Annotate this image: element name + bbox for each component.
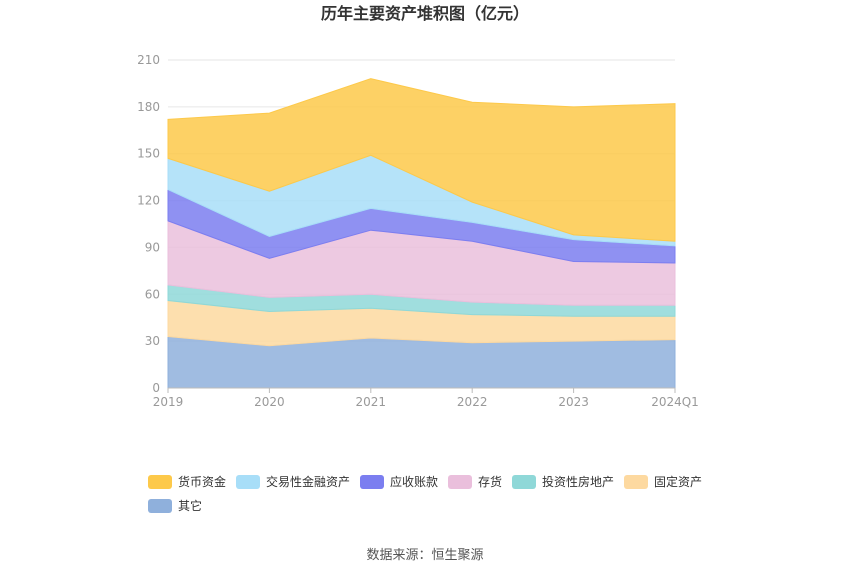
legend-item[interactable]: 其它 (148, 498, 202, 513)
x-tick-label: 2023 (558, 395, 589, 409)
legend-item[interactable]: 应收账款 (360, 474, 438, 489)
legend-label: 货币资金 (178, 474, 226, 489)
data-source-note: 数据来源：恒生聚源 (366, 548, 483, 563)
legend-item[interactable]: 货币资金 (148, 474, 226, 489)
legend-label: 固定资产 (654, 474, 702, 489)
x-tick-label: 2024Q1 (651, 395, 699, 409)
y-tick-label: 120 (137, 194, 160, 208)
x-tick-label: 2021 (356, 395, 387, 409)
x-tick-label: 2019 (153, 395, 184, 409)
y-tick-label: 30 (145, 334, 160, 348)
legend-swatch (148, 475, 172, 489)
y-tick-label: 60 (145, 287, 160, 301)
area-series-6 (167, 78, 676, 242)
axes: 0 30 60 90 120 150 180 210 2019 2020 2021 2022 2023 2… (137, 53, 699, 409)
x-tick-label: 2022 (457, 395, 488, 409)
y-tick-label: 0 (152, 381, 160, 395)
legend-label: 存货 (478, 474, 502, 489)
legend-swatch (360, 475, 384, 489)
legend-item[interactable]: 存货 (448, 474, 502, 489)
legend-swatch (624, 475, 648, 489)
area-series (167, 78, 676, 389)
y-tick-label: 210 (137, 53, 160, 67)
area-series-0 (167, 335, 676, 389)
y-tick-label: 90 (145, 240, 160, 254)
legend-item[interactable]: 投资性房地产 (512, 474, 614, 489)
legend-item[interactable]: 交易性金融资产 (236, 474, 350, 489)
legend-swatch (236, 475, 260, 489)
legend-label: 应收账款 (390, 474, 438, 489)
legend-swatch (448, 475, 472, 489)
legend-swatch (148, 499, 172, 513)
y-tick-label: 150 (137, 147, 160, 161)
chart-title: 历年主要资产堆积图（亿元） (321, 4, 529, 23)
legend-item[interactable]: 固定资产 (624, 474, 702, 489)
legend-label: 投资性房地产 (542, 474, 614, 489)
x-tick-label: 2020 (254, 395, 285, 409)
legend-label: 交易性金融资产 (266, 474, 350, 489)
legend-label: 其它 (178, 498, 202, 513)
legend-swatch (512, 475, 536, 489)
y-tick-label: 180 (137, 100, 160, 114)
